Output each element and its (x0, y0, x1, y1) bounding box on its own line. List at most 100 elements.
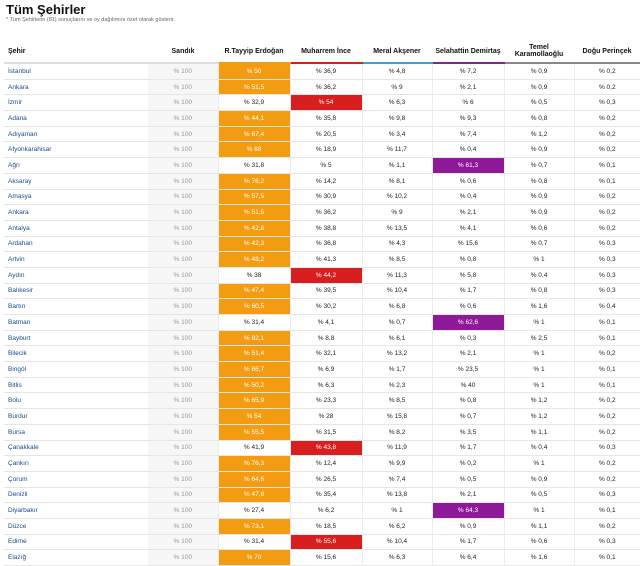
cell-city[interactable]: Diyarbakır (4, 502, 148, 519)
cell-sandik: % 100 (148, 455, 219, 472)
cell-city[interactable]: Aksaray (4, 173, 148, 190)
cell-demirtas: % 0,6 (432, 173, 505, 190)
cell-erdogan: % 54 (218, 408, 291, 425)
cell-city[interactable]: Edirne (4, 534, 148, 551)
cell-ince: % 15,6 (290, 549, 363, 566)
table-row: Bolu% 100% 65,9% 23,3% 8,5% 0,8% 1,2% 0,… (4, 392, 640, 410)
cell-aksener: % 8,1 (362, 173, 433, 190)
cell-aksener: % 7,4 (362, 471, 433, 488)
cell-karamollaoglu: % 1 (504, 314, 575, 331)
cell-karamollaoglu: % 0,8 (504, 283, 575, 300)
cell-city[interactable]: Çorum (4, 471, 148, 488)
cell-sandik: % 100 (148, 220, 219, 237)
cell-karamollaoglu: % 1 (504, 502, 575, 519)
column-header-sehir[interactable]: Şehir (4, 40, 148, 64)
cell-city[interactable]: Çanakkale (4, 440, 148, 457)
cell-city[interactable]: Ankara (4, 79, 148, 96)
cell-city[interactable]: Düzce (4, 518, 148, 535)
cell-sandik: % 100 (148, 157, 219, 174)
cell-city[interactable]: Elazığ (4, 549, 148, 566)
cell-demirtas: % 6,4 (432, 549, 505, 566)
column-header-karamollaoglu[interactable]: Temel Karamollaoğlu (504, 40, 574, 64)
cell-sandik: % 100 (148, 330, 219, 347)
column-header-aksener[interactable]: Meral Akşener (362, 40, 432, 64)
column-header-perincek[interactable]: Doğu Perinçek (574, 40, 640, 64)
cell-aksener: % 3,4 (362, 126, 433, 143)
cell-city[interactable]: Burdur (4, 408, 148, 425)
table-row: Bingöl% 100% 66,7% 6,9% 1,7% 23,5% 1% 0,… (4, 361, 640, 378)
cell-erdogan: % 57,5 (218, 189, 291, 206)
cell-demirtas: % 9,3 (432, 110, 505, 127)
cell-city[interactable]: Bilecik (4, 345, 148, 363)
cell-city[interactable]: Bursa (4, 424, 148, 441)
cell-ince: % 14,2 (290, 173, 363, 190)
cell-aksener: % 0,7 (362, 314, 433, 331)
cell-karamollaoglu: % 1,1 (504, 424, 575, 441)
cell-erdogan: % 50 (218, 63, 291, 80)
cell-sandik: % 100 (148, 189, 219, 206)
cell-perincek: % 0,2 (574, 141, 640, 159)
cell-sandik: % 100 (148, 440, 219, 457)
cell-erdogan: % 44,1 (218, 110, 291, 127)
cell-city[interactable]: Bayburt (4, 330, 148, 347)
cell-perincek: % 0,2 (574, 518, 640, 535)
cell-city[interactable]: Çankırı (4, 455, 148, 472)
cell-city[interactable]: Amasya (4, 189, 148, 206)
cell-erdogan: % 51,4 (218, 345, 291, 363)
column-header-demirtas[interactable]: Selahattin Demirtaş (432, 40, 504, 64)
cell-aksener: % 2,3 (362, 377, 433, 394)
cell-aksener: % 6,3 (362, 549, 433, 566)
cell-demirtas: % 0,4 (432, 189, 505, 206)
cell-demirtas: % 7,2 (432, 63, 505, 80)
cell-aksener: % 1,1 (362, 157, 433, 174)
cell-perincek: % 0,1 (574, 502, 640, 519)
cell-city[interactable]: Ardahan (4, 236, 148, 253)
cell-erdogan: % 27,4 (218, 502, 291, 519)
cell-city[interactable]: Bingöl (4, 361, 148, 378)
cell-demirtas: % 23,5 (432, 361, 505, 378)
cell-ince: % 54 (290, 94, 363, 112)
cell-city[interactable]: Ağrı (4, 157, 148, 174)
table-row: Bitlis% 100% 50,2% 6,3% 2,3% 40% 1% 0,1 (4, 377, 640, 394)
cell-karamollaoglu: % 1,1 (504, 518, 575, 535)
cell-karamollaoglu: % 1,6 (504, 549, 575, 566)
cell-aksener: % 11,9 (362, 440, 433, 457)
table-row: Adıyaman% 100% 67,4% 20,5% 3,4% 7,4% 1,2… (4, 126, 640, 143)
cell-karamollaoglu: % 0,8 (504, 173, 575, 190)
column-header-sandik[interactable]: Sandık (148, 40, 218, 64)
cell-city[interactable]: İzmir (4, 94, 148, 112)
cell-city[interactable]: Bartın (4, 298, 148, 315)
cell-city[interactable]: Bitlis (4, 377, 148, 394)
cell-erdogan: % 42,8 (218, 220, 291, 237)
column-header-ince[interactable]: Muharrem İnce (290, 40, 362, 64)
cell-city[interactable]: Batman (4, 314, 148, 331)
cell-perincek: % 0,1 (574, 157, 640, 174)
cell-ince: % 30,2 (290, 298, 363, 315)
table-body: İstanbul% 100% 50% 36,9% 4,8% 7,2% 0,9% … (4, 63, 640, 566)
cell-perincek: % 0,3 (574, 236, 640, 253)
cell-city[interactable]: Balıkesir (4, 283, 148, 300)
cell-karamollaoglu: % 0,6 (504, 220, 575, 237)
cell-city[interactable]: Adıyaman (4, 126, 148, 143)
cell-city[interactable]: Bolu (4, 392, 148, 410)
cell-city[interactable]: Antalya (4, 220, 148, 237)
cell-aksener: % 6,2 (362, 518, 433, 535)
column-header-erdogan[interactable]: R.Tayyip Erdoğan (218, 40, 290, 64)
cell-demirtas: % 4,1 (432, 220, 505, 237)
cell-city[interactable]: İstanbul (4, 63, 148, 80)
table-row: Elazığ% 100% 70% 15,6% 6,3% 6,4% 1,6% 0,… (4, 549, 640, 566)
cell-city[interactable]: Aydın (4, 267, 148, 284)
cell-city[interactable]: Denizli (4, 487, 148, 504)
page-title: Tüm Şehirler (6, 2, 86, 17)
cell-city[interactable]: Artvin (4, 251, 148, 268)
cell-city[interactable]: Afyonkarahisar (4, 141, 148, 159)
cell-karamollaoglu: % 0,5 (504, 94, 575, 112)
cell-demirtas: % 6 (432, 94, 505, 112)
cell-city[interactable]: Adana (4, 110, 148, 127)
cell-ince: % 31,5 (290, 424, 363, 441)
table-row: Çorum% 100% 64,6% 26,5% 7,4% 0,5% 0,9% 0… (4, 471, 640, 488)
cell-erdogan: % 60,5 (218, 298, 291, 315)
cell-aksener: % 9,9 (362, 455, 433, 472)
cell-sandik: % 100 (148, 361, 219, 378)
cell-city[interactable]: Ankara (4, 204, 148, 221)
